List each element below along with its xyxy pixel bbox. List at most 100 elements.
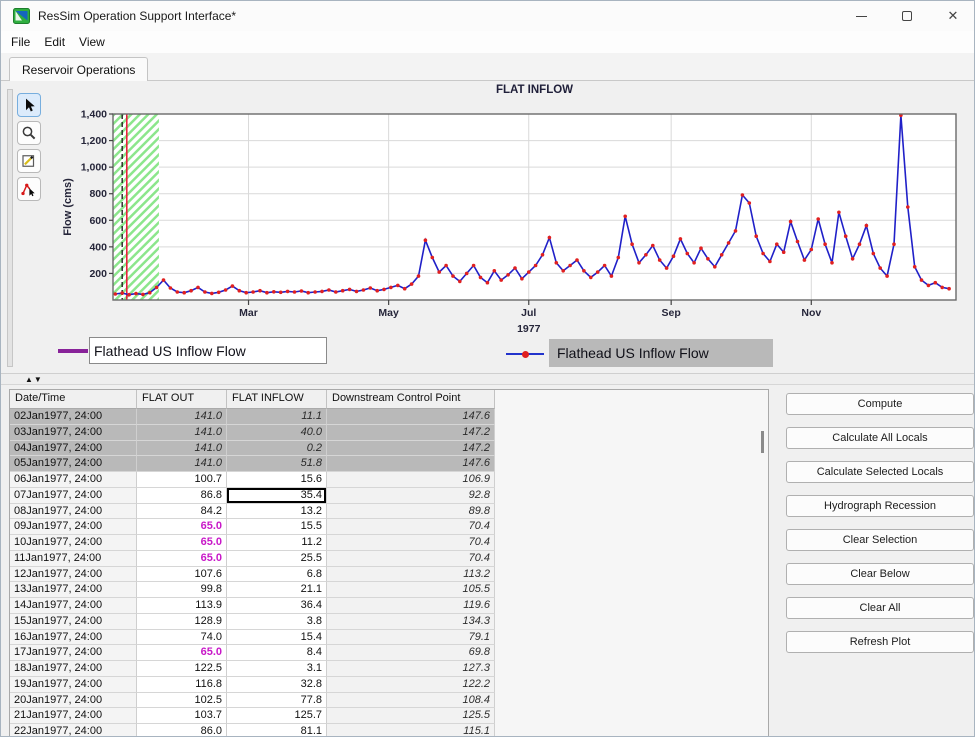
cell-downstream-control-point[interactable]: 127.3 [327,661,495,677]
cell-downstream-control-point[interactable]: 105.5 [327,582,495,598]
cell-downstream-control-point[interactable]: 147.6 [327,409,495,425]
cell-downstream-control-point[interactable]: 147.2 [327,440,495,457]
legend-item-2[interactable]: Flathead US Inflow Flow [549,339,773,367]
panel-grip[interactable] [7,89,13,367]
splitter-collapse-icon[interactable]: ▲▼ [25,375,43,384]
cell-downstream-control-point[interactable]: 92.8 [327,487,495,504]
hydrograph-recession-button[interactable]: Hydrograph Recession [786,495,974,517]
cell-date[interactable]: 17Jan1977, 24:00 [10,645,137,661]
cell-flat-out[interactable]: 141.0 [137,424,227,441]
cell-flat-out[interactable]: 84.2 [137,503,227,520]
calculate-all-locals-button[interactable]: Calculate All Locals [786,427,974,449]
cell-flat-inflow[interactable]: 15.5 [227,519,327,535]
cell-date[interactable]: 07Jan1977, 24:00 [10,487,137,504]
cell-flat-inflow[interactable]: 11.2 [227,535,327,551]
cell-flat-out[interactable]: 86.8 [137,487,227,504]
cell-flat-out[interactable]: 141.0 [137,409,227,425]
cell-downstream-control-point[interactable]: 125.5 [327,708,495,724]
clear-all-button[interactable]: Clear All [786,597,974,619]
cell-date[interactable]: 13Jan1977, 24:00 [10,582,137,598]
cell-flat-inflow[interactable]: 0.2 [227,440,327,457]
close-button[interactable]: ✕ [947,8,959,23]
cell-downstream-control-point[interactable]: 147.2 [327,424,495,441]
cell-date[interactable]: 12Jan1977, 24:00 [10,566,137,583]
cell-flat-inflow[interactable]: 15.4 [227,629,327,646]
cell-flat-inflow[interactable]: 8.4 [227,645,327,661]
clear-selection-button[interactable]: Clear Selection [786,529,974,551]
cell-date[interactable]: 22Jan1977, 24:00 [10,724,137,736]
column-header-1[interactable]: FLAT OUT [137,390,227,409]
cell-flat-out[interactable]: 102.5 [137,692,227,709]
table-scrollbar[interactable] [761,428,765,728]
cell-downstream-control-point[interactable]: 147.6 [327,456,495,472]
cell-flat-inflow[interactable]: 40.0 [227,424,327,441]
menu-view[interactable]: View [79,35,105,49]
column-header-3[interactable]: Downstream Control Point [327,390,495,409]
cell-date[interactable]: 03Jan1977, 24:00 [10,424,137,441]
cell-flat-out[interactable]: 99.8 [137,582,227,598]
refresh-plot-button[interactable]: Refresh Plot [786,631,974,653]
cell-downstream-control-point[interactable]: 70.4 [327,550,495,567]
calculate-selected-locals-button[interactable]: Calculate Selected Locals [786,461,974,483]
cell-downstream-control-point[interactable]: 79.1 [327,629,495,646]
cell-flat-inflow[interactable]: 35.4 [227,487,327,504]
edit-tool-button[interactable] [17,149,41,173]
cell-date[interactable]: 19Jan1977, 24:00 [10,676,137,693]
cell-downstream-control-point[interactable]: 70.4 [327,519,495,535]
cell-flat-out[interactable]: 103.7 [137,708,227,724]
cell-flat-inflow[interactable]: 13.2 [227,503,327,520]
cell-date[interactable]: 16Jan1977, 24:00 [10,629,137,646]
cell-date[interactable]: 15Jan1977, 24:00 [10,613,137,630]
cell-flat-out[interactable]: 141.0 [137,456,227,472]
cell-downstream-control-point[interactable]: 113.2 [327,566,495,583]
horizontal-splitter[interactable]: ▲▼ [1,373,974,385]
cell-downstream-control-point[interactable]: 89.8 [327,503,495,520]
clear-below-button[interactable]: Clear Below [786,563,974,585]
cell-date[interactable]: 18Jan1977, 24:00 [10,661,137,677]
cell-flat-out[interactable]: 65.0 [137,519,227,535]
cell-flat-out[interactable]: 100.7 [137,472,227,488]
cell-flat-out[interactable]: 65.0 [137,535,227,551]
legend-item-1[interactable]: Flathead US Inflow Flow [89,337,327,364]
cell-date[interactable]: 14Jan1977, 24:00 [10,598,137,614]
tab-reservoir-operations[interactable]: Reservoir Operations [9,57,149,81]
cell-downstream-control-point[interactable]: 134.3 [327,613,495,630]
pointer-tool-button[interactable] [17,93,41,117]
vertex-edit-tool-button[interactable] [17,177,41,201]
cell-flat-inflow[interactable]: 32.8 [227,676,327,693]
cell-flat-inflow[interactable]: 25.5 [227,550,327,567]
table-scrollbar-thumb[interactable] [761,431,764,453]
cell-flat-out[interactable]: 107.6 [137,566,227,583]
cell-flat-inflow[interactable]: 51.8 [227,456,327,472]
cell-downstream-control-point[interactable]: 106.9 [327,472,495,488]
cell-flat-inflow[interactable]: 125.7 [227,708,327,724]
cell-flat-inflow[interactable]: 21.1 [227,582,327,598]
cell-date[interactable]: 02Jan1977, 24:00 [10,409,137,425]
cell-date[interactable]: 21Jan1977, 24:00 [10,708,137,724]
cell-flat-out[interactable]: 141.0 [137,440,227,457]
cell-downstream-control-point[interactable]: 69.8 [327,645,495,661]
cell-flat-out[interactable]: 128.9 [137,613,227,630]
menu-file[interactable]: File [11,35,31,49]
cell-flat-inflow[interactable]: 15.6 [227,472,327,488]
cell-date[interactable]: 10Jan1977, 24:00 [10,535,137,551]
cell-downstream-control-point[interactable]: 122.2 [327,676,495,693]
cell-flat-inflow[interactable]: 11.1 [227,409,327,425]
cell-downstream-control-point[interactable]: 70.4 [327,535,495,551]
column-header-2[interactable]: FLAT INFLOW [227,390,327,409]
column-header-0[interactable]: Date/Time [10,390,137,409]
cell-date[interactable]: 05Jan1977, 24:00 [10,456,137,472]
cell-flat-out[interactable]: 65.0 [137,550,227,567]
cell-downstream-control-point[interactable]: 108.4 [327,692,495,709]
cell-downstream-control-point[interactable]: 115.1 [327,724,495,736]
cell-date[interactable]: 20Jan1977, 24:00 [10,692,137,709]
menu-edit[interactable]: Edit [44,35,66,49]
cell-flat-out[interactable]: 116.8 [137,676,227,693]
cell-flat-out[interactable]: 65.0 [137,645,227,661]
cell-flat-inflow[interactable]: 81.1 [227,724,327,736]
cell-date[interactable]: 09Jan1977, 24:00 [10,519,137,535]
cell-downstream-control-point[interactable]: 119.6 [327,598,495,614]
cell-flat-inflow[interactable]: 3.1 [227,661,327,677]
cell-flat-out[interactable]: 122.5 [137,661,227,677]
cell-date[interactable]: 06Jan1977, 24:00 [10,472,137,488]
